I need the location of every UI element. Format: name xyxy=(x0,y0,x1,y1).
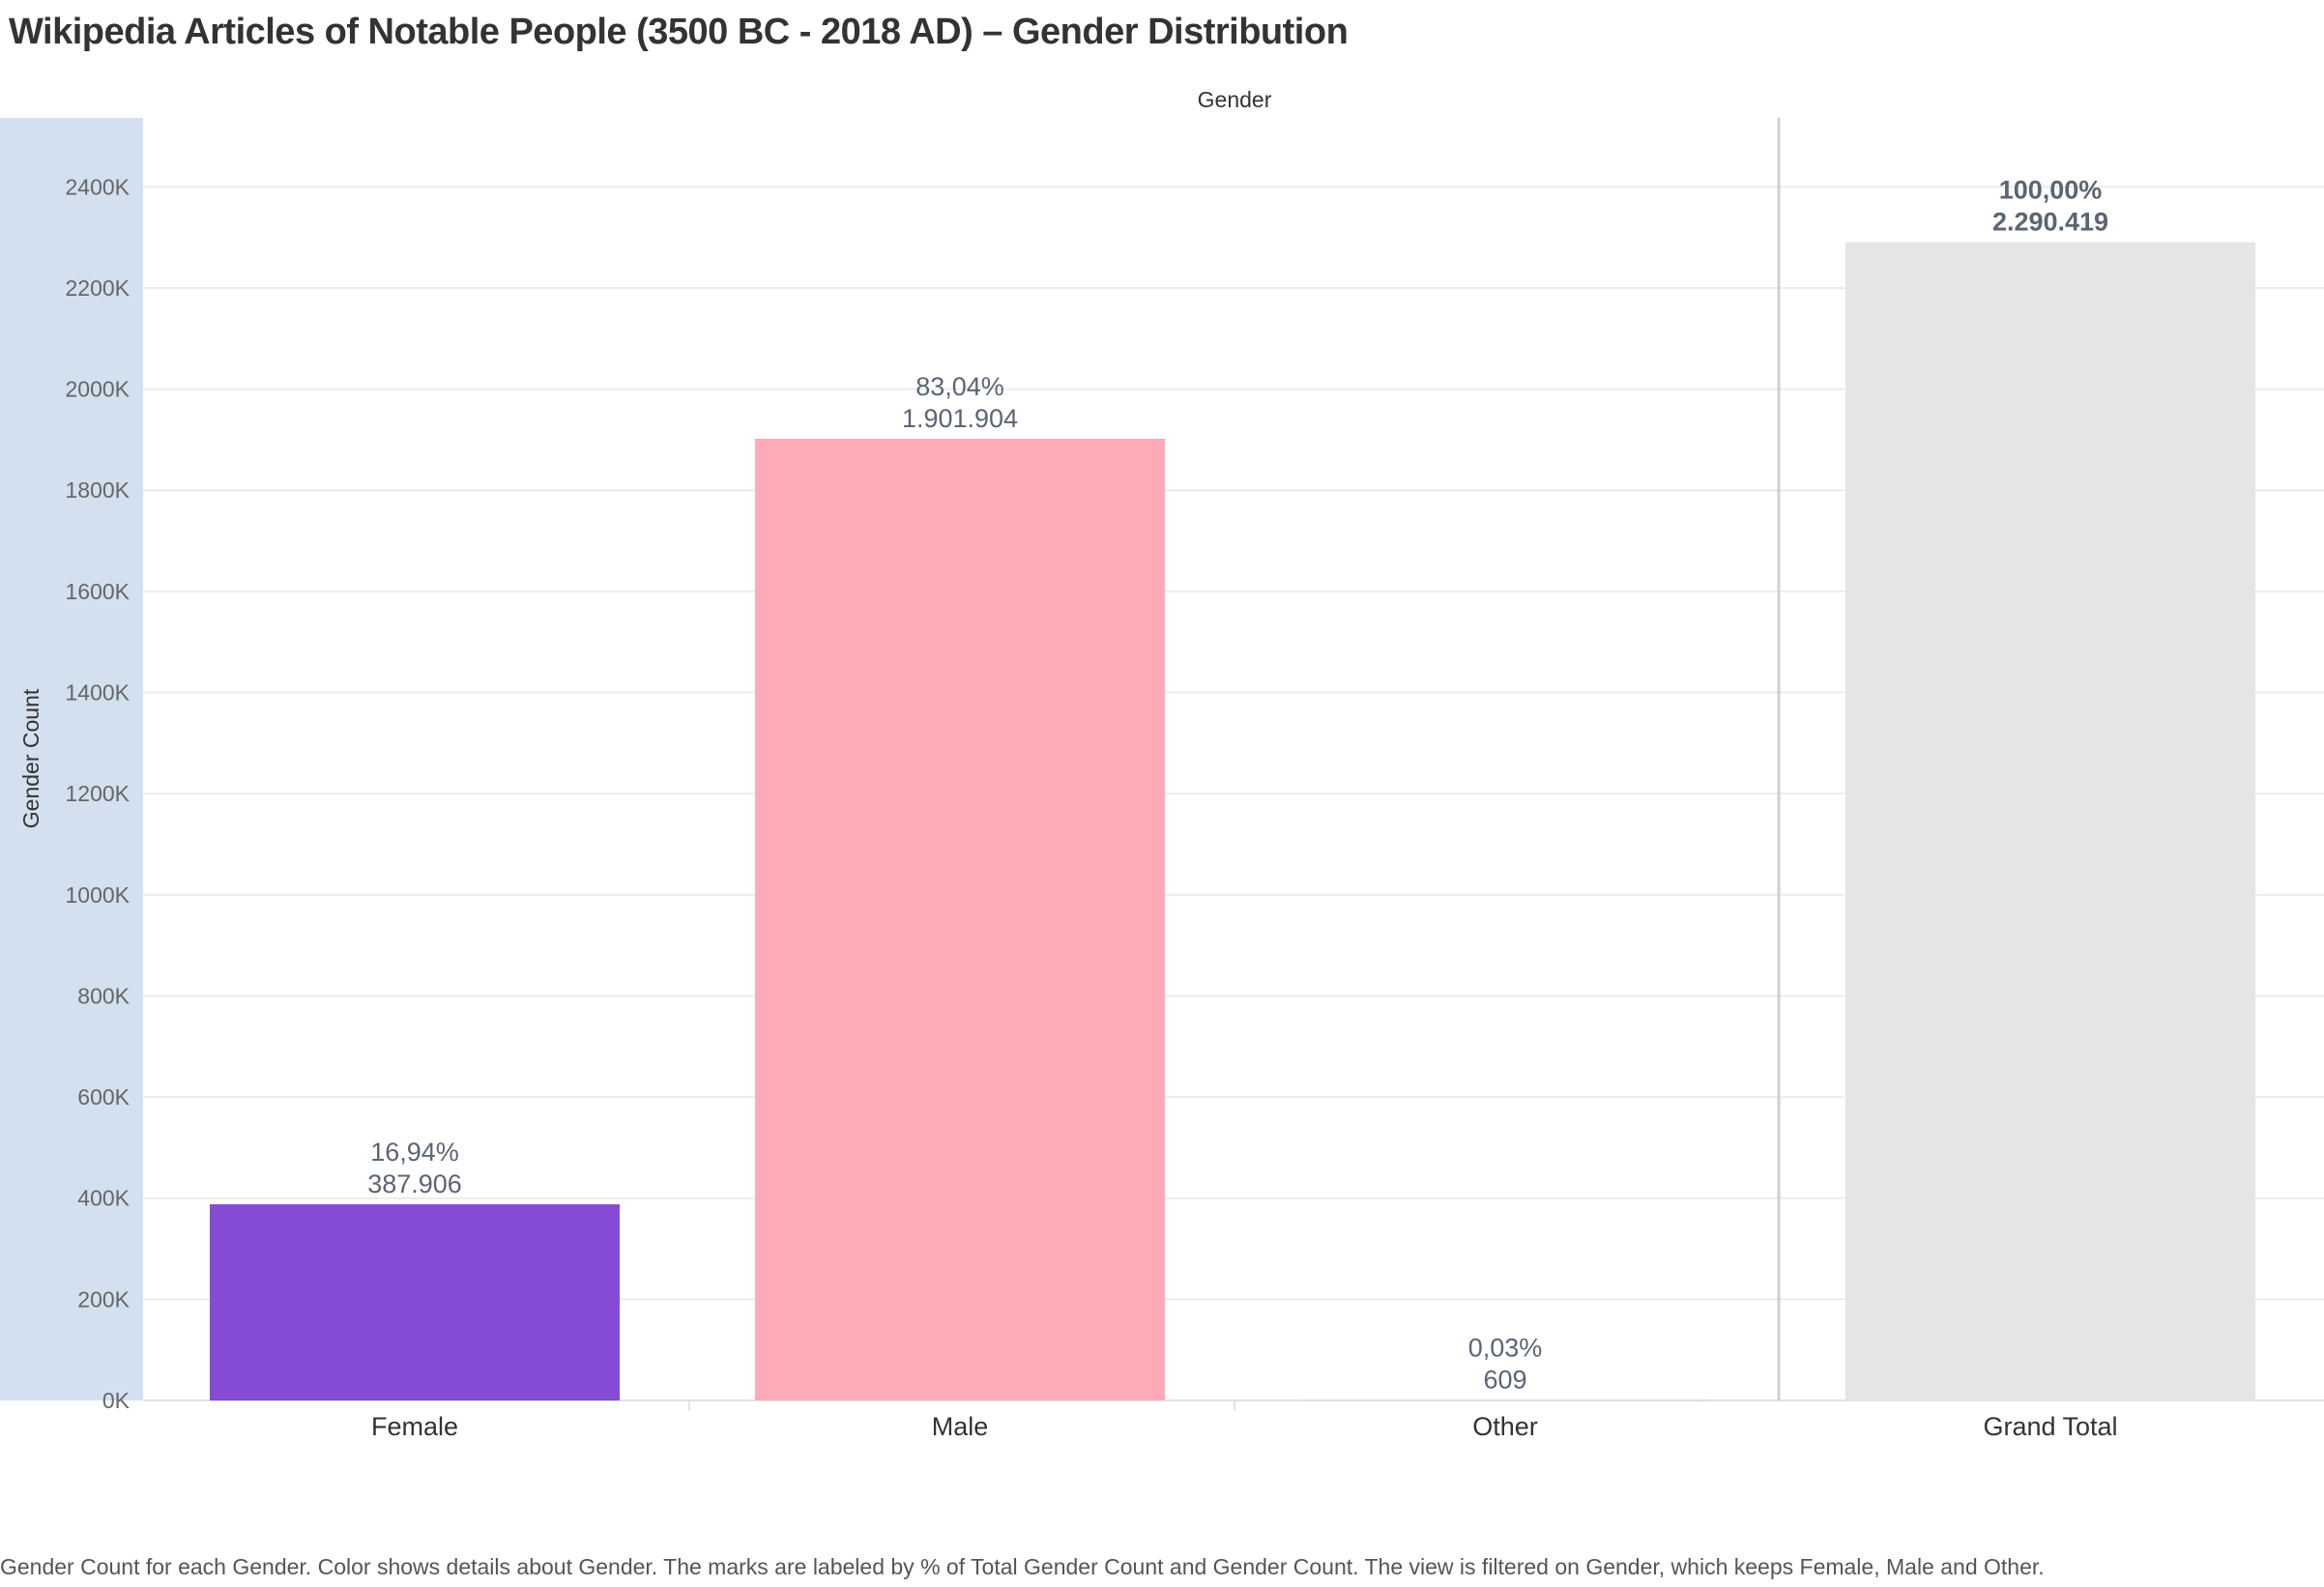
bar-value-label-grand-total: 2.290.419 xyxy=(1992,208,2108,237)
category-label-grand-total: Grand Total xyxy=(1983,1412,2117,1441)
y-tick-label: 2400K xyxy=(65,174,130,199)
bar-percent-label-grand-total: 100,00% xyxy=(1999,176,2103,205)
bar-value-label-other: 609 xyxy=(1483,1366,1526,1395)
bar-percent-label-male: 83,04% xyxy=(915,372,1004,401)
chart-title: Wikipedia Articles of Notable People (35… xyxy=(9,12,1349,52)
bar-value-label-female: 387.906 xyxy=(367,1169,462,1198)
y-tick-label: 1800K xyxy=(65,477,130,503)
bar-grand-total[interactable] xyxy=(1845,242,2255,1400)
y-tick-label: 1400K xyxy=(65,680,130,706)
bar-percent-label-other: 0,03% xyxy=(1468,1334,1543,1363)
bar-male[interactable] xyxy=(755,438,1165,1400)
y-tick-label: 1000K xyxy=(65,882,130,908)
y-tick-label: 200K xyxy=(77,1286,130,1312)
y-tick-label: 0K xyxy=(102,1388,131,1413)
chart-caption: Gender Count for each Gender. Color show… xyxy=(0,1554,2045,1579)
y-axis-title: Gender Count xyxy=(18,688,44,828)
column-header-gender: Gender xyxy=(1198,87,1272,112)
category-label-female: Female xyxy=(371,1412,458,1441)
y-tick-label: 600K xyxy=(77,1084,130,1110)
bar-female[interactable] xyxy=(210,1204,620,1400)
y-tick-label: 800K xyxy=(77,983,130,1008)
category-label-other: Other xyxy=(1472,1412,1538,1441)
y-tick-label: 1200K xyxy=(65,781,130,806)
y-tick-label: 400K xyxy=(77,1186,130,1211)
y-axis-band xyxy=(0,118,143,1400)
y-tick-label: 1600K xyxy=(65,579,130,604)
bar-value-label-male: 1.901.904 xyxy=(902,404,1018,433)
y-tick-label: 2000K xyxy=(65,377,130,402)
bar-percent-label-female: 16,94% xyxy=(370,1138,459,1167)
y-tick-label: 2200K xyxy=(65,275,130,301)
category-label-male: Male xyxy=(932,1412,989,1441)
